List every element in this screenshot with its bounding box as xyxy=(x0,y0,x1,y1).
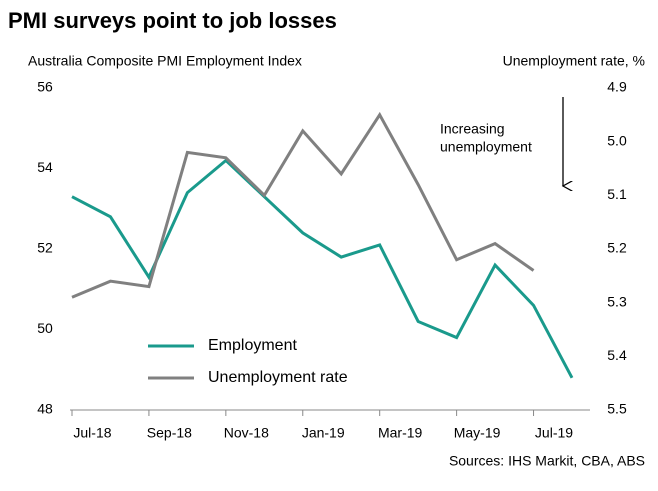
annotation: Increasing xyxy=(440,121,505,137)
source: Sources: IHS Markit, CBA, ABS xyxy=(449,453,645,469)
y-axis-label: Australia Composite PMI Employment Index xyxy=(28,53,302,69)
y2-tick-label: 5.5 xyxy=(607,401,627,417)
y2-tick-label: 5.0 xyxy=(607,132,627,148)
chart-title: PMI surveys point to job losses xyxy=(8,8,337,33)
series-line xyxy=(71,111,535,299)
annotation: unemployment xyxy=(440,139,532,155)
x-tick-label: Mar-19 xyxy=(378,425,423,441)
y2-axis-label: Unemployment rate, % xyxy=(503,53,645,69)
x-tick-label: May-19 xyxy=(454,425,501,441)
y-tick-label: 52 xyxy=(37,240,53,256)
y2-tick-label: 5.4 xyxy=(607,347,627,363)
y-tick-label: 56 xyxy=(37,79,53,95)
x-tick-label: Jul-18 xyxy=(73,425,111,441)
series-line xyxy=(71,158,574,379)
y2-tick-label: 5.2 xyxy=(607,240,627,256)
legend-label: Employment xyxy=(208,337,297,354)
y2-tick-label: 5.3 xyxy=(607,293,627,309)
y-tick-label: 50 xyxy=(37,320,53,336)
y-tick-label: 48 xyxy=(37,401,53,417)
x-tick-label: Jul-19 xyxy=(535,425,573,441)
x-tick-label: Jan-19 xyxy=(302,425,345,441)
y2-tick-label: 4.9 xyxy=(607,79,627,95)
y-tick-label: 54 xyxy=(37,159,53,175)
x-tick-label: Nov-18 xyxy=(224,425,269,441)
x-tick-label: Sep-18 xyxy=(147,425,192,441)
y2-tick-label: 5.1 xyxy=(607,186,627,202)
legend-label: Unemployment rate xyxy=(208,369,348,386)
